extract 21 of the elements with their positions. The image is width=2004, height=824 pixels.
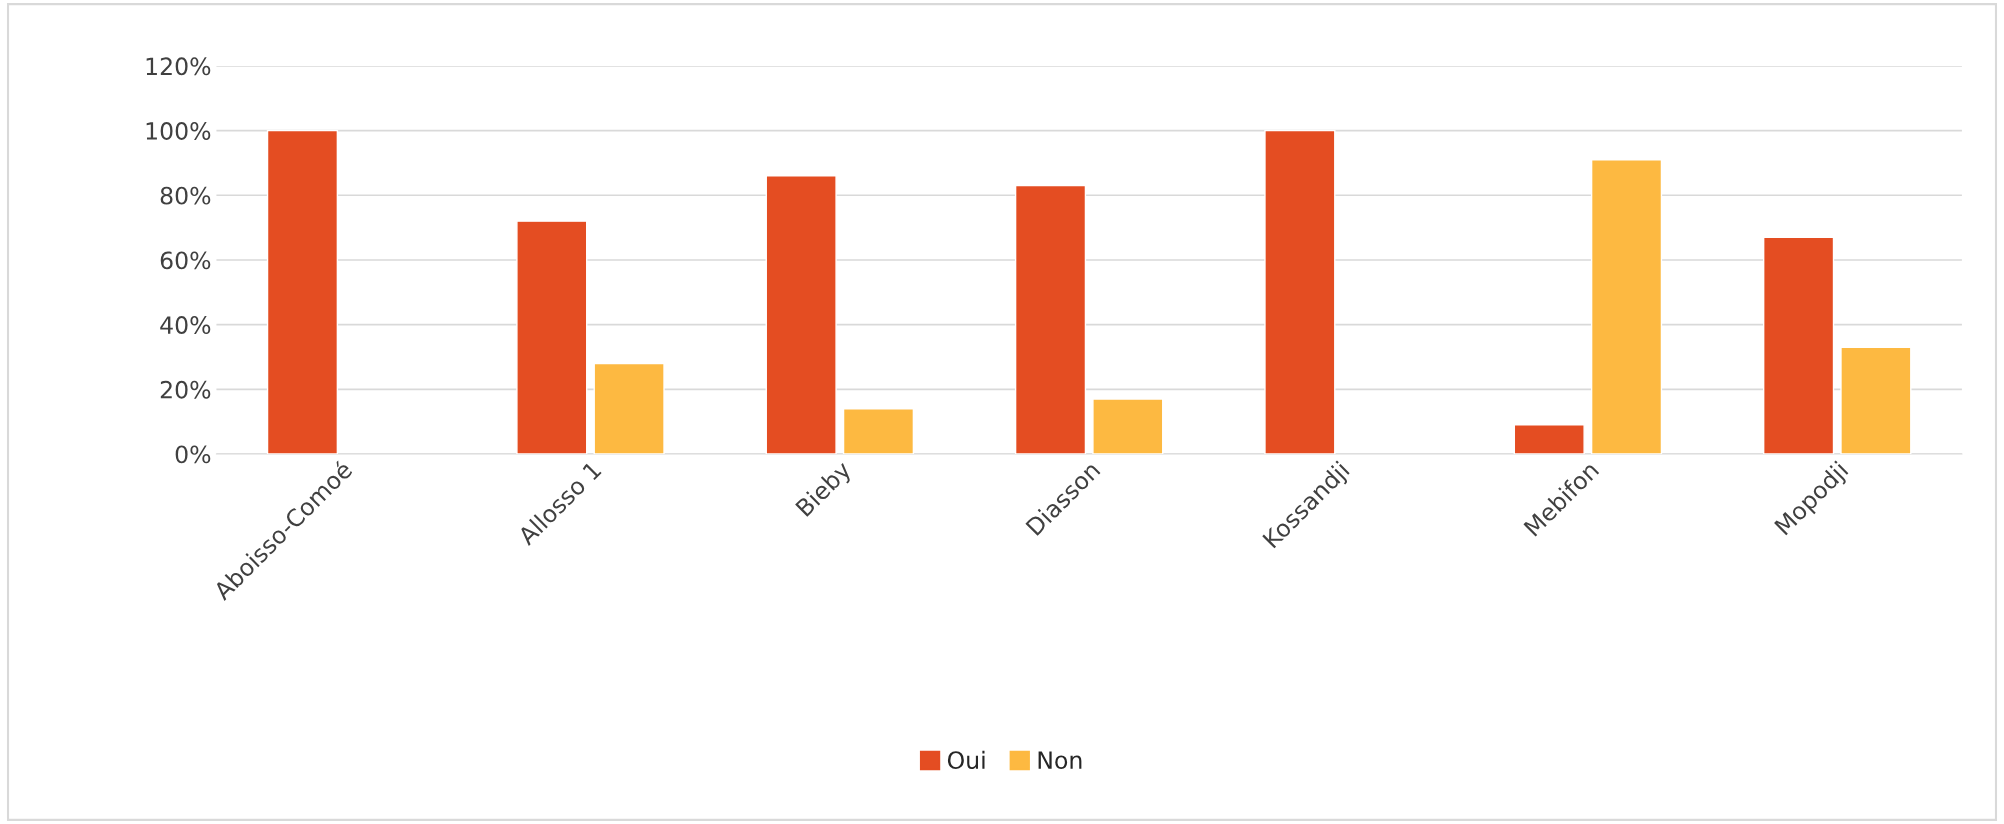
bar	[1590, 159, 1663, 455]
bar	[516, 220, 588, 455]
bar	[1762, 236, 1835, 455]
y-tick-label: 80%	[160, 186, 211, 205]
bar	[842, 408, 915, 455]
bar	[1513, 424, 1585, 455]
legend-label: Non	[1038, 751, 1082, 770]
legend-label: Oui	[947, 750, 985, 770]
y-tick-label: 40%	[160, 316, 211, 334]
bar	[266, 129, 339, 455]
y-tick-label: 120%	[146, 57, 211, 76]
y-tick-label: 60%	[160, 251, 211, 270]
bar	[1264, 129, 1336, 455]
bar	[1840, 346, 1912, 455]
bar	[1092, 398, 1164, 455]
y-tick-label: 100%	[146, 122, 211, 140]
bar	[1014, 184, 1087, 455]
bar	[765, 175, 837, 455]
bar	[593, 362, 665, 455]
y-tick-label: 20%	[160, 380, 211, 399]
y-tick-label: 0%	[175, 445, 211, 464]
